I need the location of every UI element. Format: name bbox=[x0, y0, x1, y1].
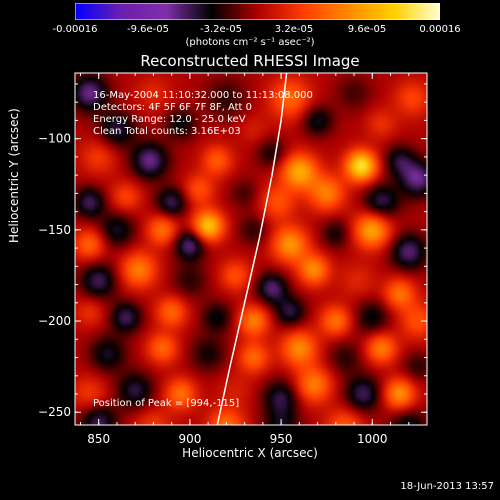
info-clean-counts: Clean Total counts: 3.16E+03 bbox=[93, 126, 241, 137]
colorbar-tick-label: -0.00016 bbox=[52, 24, 98, 35]
chart-title: Reconstructed RHESSI Image bbox=[140, 52, 360, 70]
x-tick-label: 900 bbox=[178, 432, 201, 446]
x-tick-label: 1000 bbox=[357, 432, 388, 446]
colorbar-units: (photons cm⁻² s⁻¹ asec⁻²) bbox=[185, 37, 315, 48]
footer-date: 18-Jun-2013 13:57 bbox=[400, 481, 494, 492]
plot-frame bbox=[74, 72, 428, 426]
solar-limb-line bbox=[216, 72, 288, 426]
y-tick-label: −150 bbox=[38, 223, 71, 237]
y-axis-label: Heliocentric Y (arcsec) bbox=[7, 108, 21, 243]
colorbar-tick-label: 9.6e-05 bbox=[347, 24, 387, 35]
x-axis-label: Heliocentric X (arcsec) bbox=[182, 446, 318, 460]
colorbar-tick-label: 0.00016 bbox=[419, 24, 461, 35]
y-tick-label: −100 bbox=[38, 132, 71, 146]
colorbar-tick-label: 3.2e-05 bbox=[274, 24, 314, 35]
info-time-range: 16-May-2004 11:10:32.000 to 11:13:08.000 bbox=[93, 90, 313, 101]
info-energy-range: Energy Range: 12.0 - 25.0 keV bbox=[93, 114, 246, 125]
colorbar-tick-label: -9.6e-05 bbox=[127, 24, 169, 35]
colorbar bbox=[75, 3, 440, 20]
colorbar-gradient bbox=[75, 3, 440, 20]
colorbar-tick-label: -3.2e-05 bbox=[200, 24, 242, 35]
x-tick-label: 950 bbox=[270, 432, 293, 446]
heatmap-image bbox=[75, 73, 427, 425]
y-tick-label: −250 bbox=[38, 405, 71, 419]
x-tick-label: 850 bbox=[87, 432, 110, 446]
y-tick-label: −200 bbox=[38, 314, 71, 328]
info-detectors: Detectors: 4F 5F 6F 7F 8F, Att 0 bbox=[93, 102, 253, 113]
peak-position-label: Position of Peak = [994,-115] bbox=[93, 398, 240, 409]
